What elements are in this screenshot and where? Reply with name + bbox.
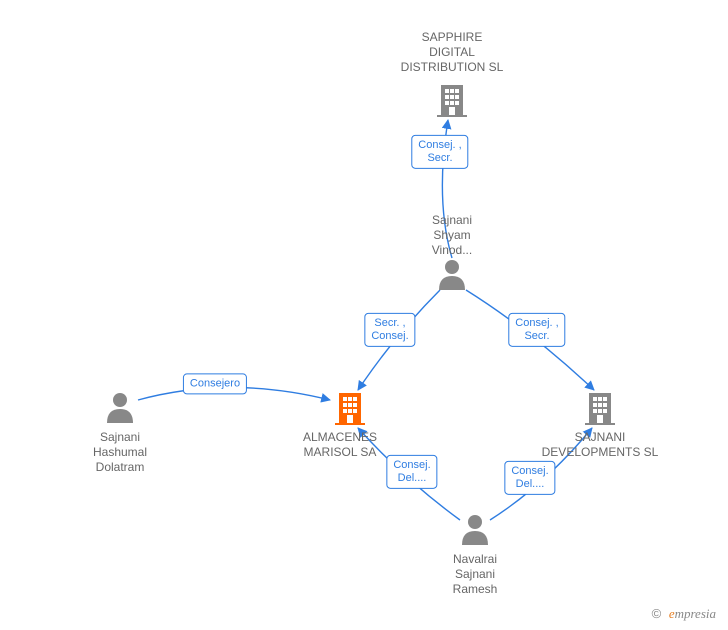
node-label-hashumal: Sajnani Hashumal Dolatram [50,430,190,475]
edge-label-navalrai-sajdev: Consej. Del.... [504,461,555,495]
footer-attribution: © empresia [652,606,716,622]
brand-rest: mpresia [675,606,716,621]
copyright-symbol: © [652,606,662,621]
edge-label-shyam-sapphire: Consej. , Secr. [411,135,468,169]
edge-label-hashumal-almacenes: Consejero [183,373,247,394]
person-icon-shyam[interactable] [437,258,467,295]
edge-label-shyam-sajdev: Consej. , Secr. [508,313,565,347]
edge-label-shyam-almacenes: Secr. , Consej. [364,313,415,347]
person-icon-hashumal[interactable] [105,391,135,428]
company-icon-sapphire[interactable] [437,83,467,122]
company-icon-almacenes[interactable] [335,391,365,430]
node-label-sapphire: SAPPHIRE DIGITAL DISTRIBUTION SL [382,30,522,75]
company-icon-sajdev[interactable] [585,391,615,430]
person-icon-navalrai[interactable] [460,513,490,550]
edge-label-navalrai-almacenes: Consej. Del.... [386,455,437,489]
node-label-sajdev: SAJNANI DEVELOPMENTS SL [530,430,670,460]
node-label-navalrai: Navalrai Sajnani Ramesh [405,552,545,597]
node-label-shyam: Sajnani Shyam Vinod... [382,213,522,258]
